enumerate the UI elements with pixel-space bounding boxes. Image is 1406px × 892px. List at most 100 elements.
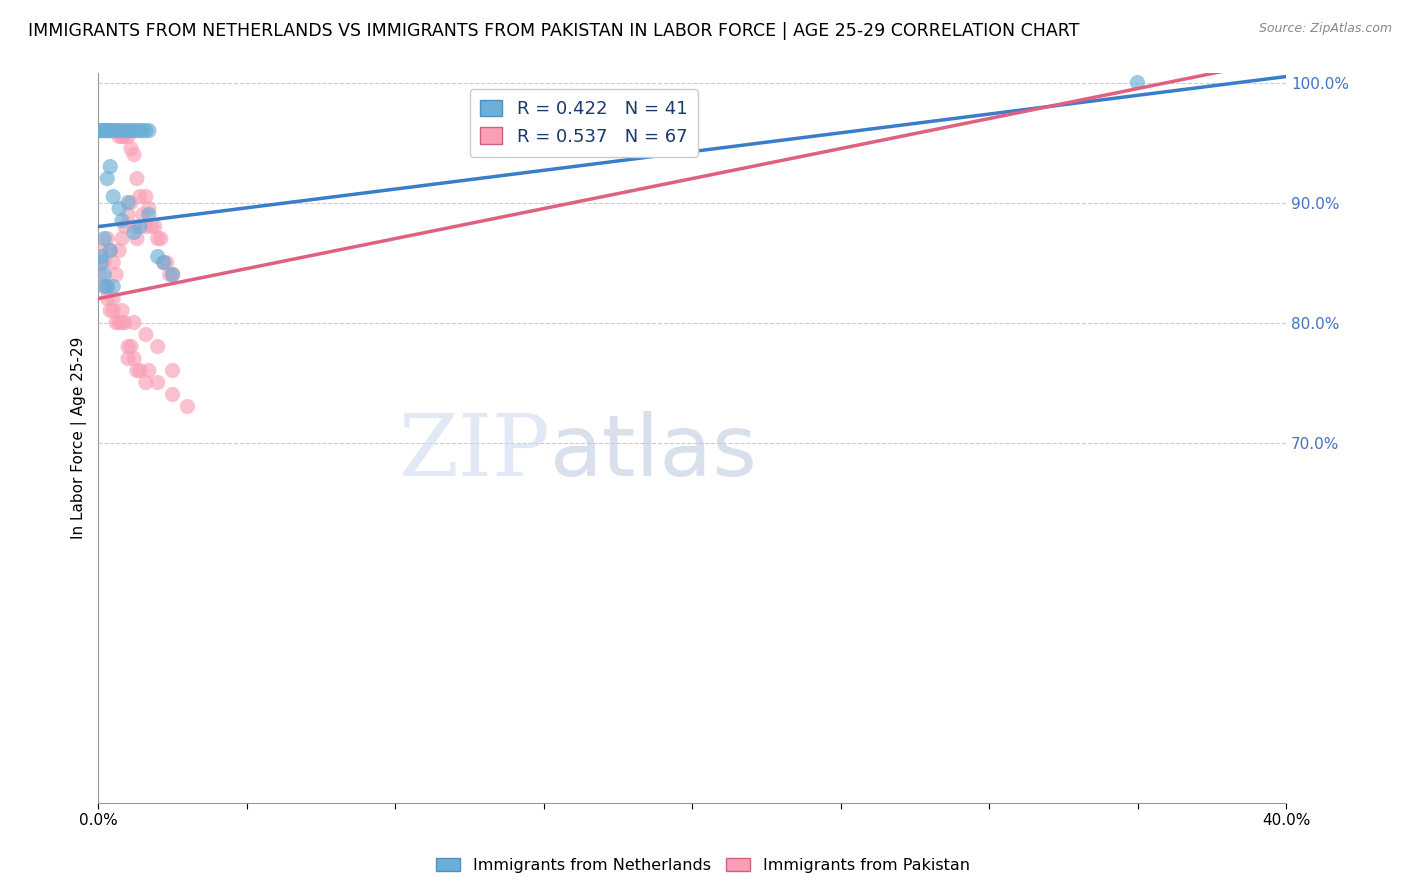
Point xyxy=(122,351,145,366)
Point xyxy=(90,123,112,137)
Point xyxy=(93,279,115,293)
Point xyxy=(90,255,112,269)
Point xyxy=(111,213,134,227)
Point xyxy=(129,189,152,203)
Point xyxy=(98,244,121,258)
Point xyxy=(120,123,142,137)
Text: atlas: atlas xyxy=(550,411,758,494)
Point xyxy=(93,268,115,282)
Point xyxy=(138,363,160,377)
Point xyxy=(111,129,134,144)
Point xyxy=(159,268,181,282)
Text: ZIP: ZIP xyxy=(398,410,550,494)
Point xyxy=(103,303,125,318)
Point xyxy=(135,376,157,390)
Point xyxy=(146,376,169,390)
Point xyxy=(90,244,112,258)
Point xyxy=(129,123,152,137)
Point xyxy=(96,231,118,245)
Point xyxy=(96,171,118,186)
Point xyxy=(141,219,163,234)
Point xyxy=(98,123,121,137)
Point xyxy=(96,123,118,137)
Point xyxy=(143,219,166,234)
Point xyxy=(111,303,134,318)
Point xyxy=(1126,76,1149,90)
Point xyxy=(129,363,152,377)
Point xyxy=(87,123,110,137)
Point xyxy=(122,147,145,161)
Point xyxy=(117,351,139,366)
Point xyxy=(117,208,139,222)
Point xyxy=(93,123,115,137)
Point xyxy=(135,189,157,203)
Point xyxy=(114,316,136,330)
Point xyxy=(138,202,160,216)
Point xyxy=(120,195,142,210)
Y-axis label: In Labor Force | Age 25-29: In Labor Force | Age 25-29 xyxy=(72,336,87,539)
Point xyxy=(108,244,131,258)
Point xyxy=(114,123,136,137)
Point xyxy=(122,219,145,234)
Point xyxy=(114,219,136,234)
Point xyxy=(96,123,118,137)
Point xyxy=(103,279,125,293)
Point xyxy=(117,123,139,137)
Point xyxy=(98,160,121,174)
Point xyxy=(103,292,125,306)
Point xyxy=(103,123,125,137)
Legend: R = 0.422   N = 41, R = 0.537   N = 67: R = 0.422 N = 41, R = 0.537 N = 67 xyxy=(470,89,697,156)
Point xyxy=(108,123,131,137)
Point xyxy=(125,171,148,186)
Point xyxy=(117,340,139,354)
Point xyxy=(125,363,148,377)
Point xyxy=(90,123,112,137)
Point xyxy=(96,279,118,293)
Point xyxy=(93,255,115,269)
Point xyxy=(96,292,118,306)
Point xyxy=(152,255,174,269)
Point xyxy=(162,268,184,282)
Point xyxy=(156,255,179,269)
Point xyxy=(105,316,128,330)
Point xyxy=(138,208,160,222)
Point xyxy=(103,255,125,269)
Point xyxy=(135,219,157,234)
Point xyxy=(90,123,112,137)
Point xyxy=(108,129,131,144)
Point xyxy=(132,123,155,137)
Point xyxy=(90,250,112,264)
Point xyxy=(93,123,115,137)
Point xyxy=(105,268,128,282)
Point xyxy=(93,279,115,293)
Point xyxy=(108,202,131,216)
Point xyxy=(108,316,131,330)
Point xyxy=(146,231,169,245)
Point xyxy=(103,189,125,203)
Point xyxy=(114,129,136,144)
Point xyxy=(96,279,118,293)
Point xyxy=(122,226,145,240)
Point xyxy=(125,231,148,245)
Point xyxy=(135,123,157,137)
Point xyxy=(120,142,142,156)
Point xyxy=(122,123,145,137)
Point xyxy=(98,123,121,137)
Point xyxy=(111,231,134,245)
Point xyxy=(162,268,184,282)
Point xyxy=(176,400,198,414)
Point xyxy=(125,123,148,137)
Point xyxy=(149,231,172,245)
Point xyxy=(90,268,112,282)
Legend: Immigrants from Netherlands, Immigrants from Pakistan: Immigrants from Netherlands, Immigrants … xyxy=(429,852,977,880)
Point xyxy=(105,123,128,137)
Point xyxy=(122,316,145,330)
Point xyxy=(87,123,110,137)
Point xyxy=(93,231,115,245)
Point xyxy=(146,340,169,354)
Point xyxy=(132,208,155,222)
Point xyxy=(138,123,160,137)
Point xyxy=(120,340,142,354)
Point xyxy=(129,219,152,234)
Point xyxy=(105,123,128,137)
